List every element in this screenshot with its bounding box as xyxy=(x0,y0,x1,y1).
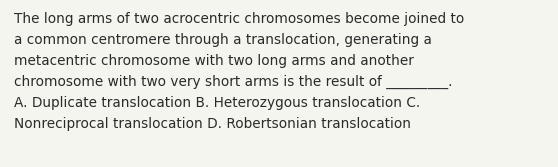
Text: a common centromere through a translocation, generating a: a common centromere through a translocat… xyxy=(14,33,432,47)
Text: The long arms of two acrocentric chromosomes become joined to: The long arms of two acrocentric chromos… xyxy=(14,12,464,26)
Text: metacentric chromosome with two long arms and another: metacentric chromosome with two long arm… xyxy=(14,54,414,68)
Text: A. Duplicate translocation B. Heterozygous translocation C.: A. Duplicate translocation B. Heterozygo… xyxy=(14,96,420,110)
Text: Nonreciprocal translocation D. Robertsonian translocation: Nonreciprocal translocation D. Robertson… xyxy=(14,117,411,131)
Text: chromosome with two very short arms is the result of _________.: chromosome with two very short arms is t… xyxy=(14,75,453,89)
